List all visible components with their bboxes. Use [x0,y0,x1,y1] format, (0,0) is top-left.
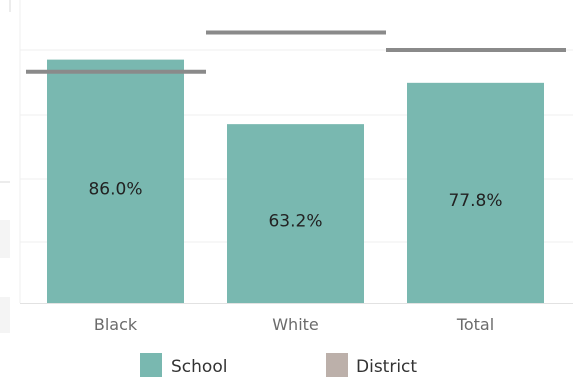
category-label-white: White [272,315,319,334]
data-label-white: 63.2% [268,212,322,232]
data-label-black: 86.0% [88,179,142,199]
category-label-black: Black [94,315,138,334]
left-edge-panel [0,220,10,258]
bar-school-black [47,59,184,304]
left-edge-panel [0,297,10,333]
reference-lines-layer [26,30,566,74]
legend-swatch-district [326,353,348,377]
bar-school-total [407,82,544,304]
labels-layer: 86.0% Black 63.2% White 77.8% Total [88,179,502,334]
bars-layer [47,59,544,304]
category-label-total: Total [456,315,494,334]
legend-swatch-school [140,353,162,377]
legend-label-district: District [356,357,417,377]
data-label-total: 77.8% [448,191,502,211]
legend-label-school: School [171,357,227,377]
legend: School District [140,353,417,377]
bar-school-white [227,124,364,303]
